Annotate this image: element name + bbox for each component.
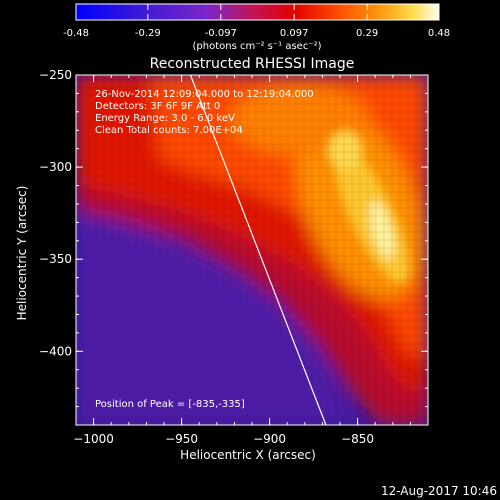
colorbar-tick-label: 0.29 — [356, 28, 378, 39]
y-tick-label: −350 — [39, 252, 72, 266]
y-axis-ticks — [76, 74, 428, 426]
annotation-time-range: 26-Nov-2014 12:09:04.000 to 12:19:04.000 — [95, 89, 314, 100]
x-axis-label: Heliocentric X (arcsec) — [180, 448, 316, 462]
annotation-counts: Clean Total counts: 7.00E+04 — [95, 125, 243, 136]
y-tick-labels: −250 −300 −350 −400 — [39, 68, 72, 358]
x-tick-labels: −1000 −950 −900 −850 — [73, 432, 374, 446]
y-tick-label: −400 — [39, 344, 72, 358]
x-tick-label: −1000 — [73, 432, 114, 446]
colorbar-tick-label: 0.097 — [280, 28, 309, 39]
colorbar-gradient — [75, 3, 440, 21]
colorbar-units-label: (photons cm⁻² s⁻¹ asec⁻²) — [192, 41, 321, 52]
colorbar-tick-label: -0.48 — [63, 28, 89, 39]
colorbar-tick-labels: -0.48 -0.29 -0.097 0.097 0.29 0.48 — [63, 28, 450, 39]
colorbar-tick-label: -0.29 — [135, 28, 161, 39]
x-tick-label: −850 — [341, 432, 374, 446]
heatmap-image — [76, 75, 428, 425]
timestamp: 12-Aug-2017 10:46 — [381, 484, 497, 498]
y-tick-label: −250 — [39, 68, 72, 82]
x-tick-label: −950 — [165, 432, 198, 446]
colorbar-tick-label: -0.097 — [205, 28, 237, 39]
annotation-detectors: Detectors: 3F 6F 9F Att 0 — [95, 101, 220, 112]
colorbar-tick-label: 0.48 — [428, 28, 450, 39]
y-axis-label: Heliocentric Y (arcsec) — [15, 186, 29, 321]
observation-annotations: 26-Nov-2014 12:09:04.000 to 12:19:04.000… — [95, 89, 314, 136]
colorbar-ticks — [75, 4, 440, 20]
solar-limb-line — [189, 74, 327, 426]
x-tick-label: −900 — [253, 432, 286, 446]
chart-title: Reconstructed RHESSI Image — [150, 56, 355, 72]
annotation-energy-range: Energy Range: 3.0 - 6.0 keV — [95, 113, 235, 124]
colorbar: -0.48 -0.29 -0.097 0.097 0.29 0.48 (photons c… — [63, 3, 450, 52]
y-tick-label: −300 — [39, 160, 72, 174]
peak-position-label: Position of Peak = [-835,-335] — [95, 399, 245, 410]
